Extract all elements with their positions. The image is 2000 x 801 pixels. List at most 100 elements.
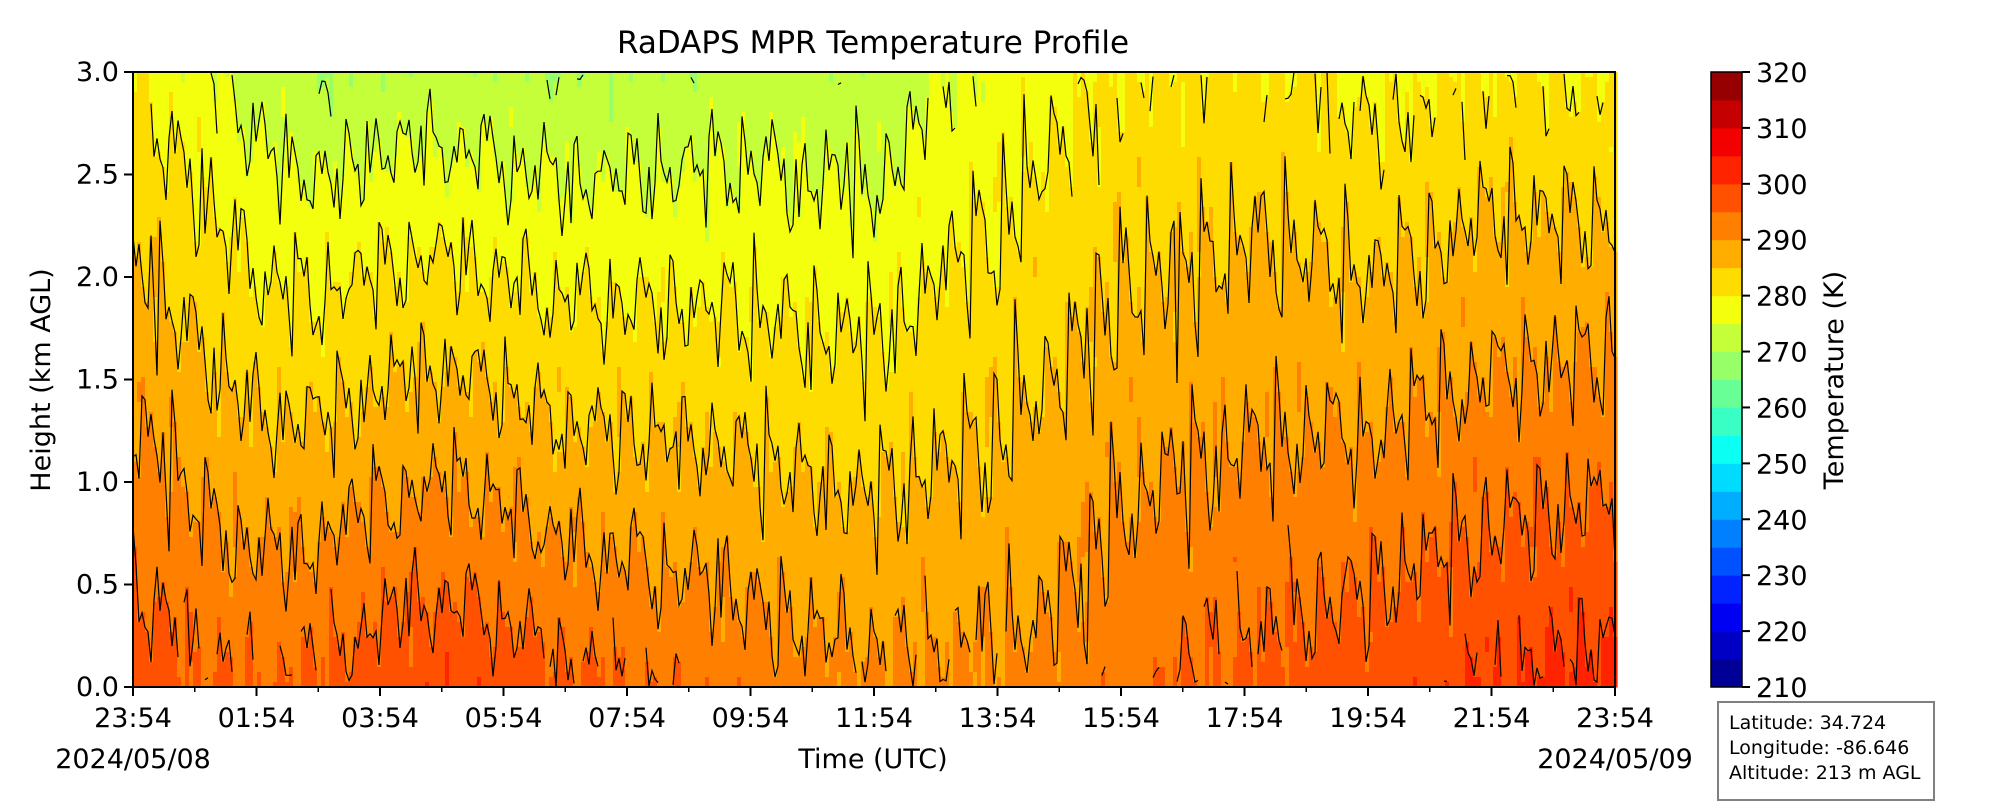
field-cell <box>1585 667 1590 688</box>
field-cell <box>653 677 658 688</box>
field-cell <box>873 307 878 538</box>
field-cell <box>833 637 838 688</box>
field-cell <box>1301 72 1306 283</box>
field-cell <box>161 262 166 433</box>
field-cell <box>1597 122 1602 198</box>
field-cell <box>1085 552 1090 603</box>
field-cell <box>1409 347 1414 583</box>
field-cell <box>1401 422 1406 528</box>
colorbar-bin <box>1711 547 1742 576</box>
field-cell <box>581 72 586 78</box>
field-cell <box>1509 82 1514 138</box>
field-cell <box>221 662 226 688</box>
field-cell <box>305 387 310 563</box>
field-cell <box>493 487 498 648</box>
field-cell <box>425 492 430 613</box>
field-cell <box>833 72 838 158</box>
field-cell <box>1465 72 1470 243</box>
field-cell <box>1165 72 1170 298</box>
field-cell <box>189 297 194 538</box>
field-cell <box>213 72 218 103</box>
field-cell <box>285 572 290 683</box>
field-cell <box>201 72 206 178</box>
field-cell <box>925 507 930 613</box>
field-cell <box>1417 377 1422 623</box>
field-cell <box>297 182 302 273</box>
field-cell <box>581 272 586 448</box>
field-cell <box>1449 232 1454 378</box>
field-cell <box>1021 77 1026 158</box>
field-cell <box>1157 522 1162 668</box>
field-cell <box>425 682 430 688</box>
field-cell <box>509 627 514 688</box>
field-cell <box>281 162 286 298</box>
field-cell <box>1413 397 1418 573</box>
field-cell <box>841 312 846 528</box>
field-cell <box>693 457 698 528</box>
field-cell <box>1605 72 1610 83</box>
field-cell <box>189 612 194 663</box>
field-cell <box>453 432 458 603</box>
field-cell <box>1069 562 1074 688</box>
field-cell <box>453 602 458 688</box>
field-cell <box>653 427 658 588</box>
field-cell <box>545 402 550 528</box>
field-cell <box>1137 187 1142 288</box>
field-cell <box>673 287 678 418</box>
field-cell <box>861 662 866 688</box>
field-cell <box>1077 632 1082 688</box>
field-cell <box>1165 447 1170 688</box>
field-cell <box>1185 267 1190 533</box>
field-cell <box>1273 632 1278 688</box>
field-cell <box>693 327 698 458</box>
field-cell <box>933 72 938 298</box>
field-cell <box>437 587 442 688</box>
field-cell <box>469 152 474 248</box>
field-cell <box>1353 72 1358 108</box>
field-cell <box>357 242 362 438</box>
colorbar-bin <box>1711 491 1742 520</box>
field-cell <box>545 72 550 83</box>
field-cell <box>449 242 454 348</box>
field-cell <box>1425 182 1430 258</box>
field-cell <box>789 487 794 608</box>
field-cell <box>1153 72 1158 268</box>
field-cell <box>781 72 786 148</box>
field-cell <box>773 72 778 138</box>
colorbar-bin <box>1711 239 1742 269</box>
field-cell <box>233 72 238 103</box>
field-cell <box>581 77 586 198</box>
field-cell <box>697 72 702 173</box>
field-cell <box>1565 172 1570 363</box>
field-cell <box>1225 302 1230 443</box>
field-cell <box>505 217 510 268</box>
field-cell <box>1517 502 1522 618</box>
field-cell <box>1181 252 1186 443</box>
field-cell <box>1601 507 1606 638</box>
field-cell <box>1337 277 1342 403</box>
field-cell <box>181 142 186 343</box>
field-cell <box>1089 287 1094 343</box>
field-cell <box>169 427 174 493</box>
field-cell <box>1325 617 1330 688</box>
field-cell <box>281 297 286 443</box>
field-cell <box>829 82 834 153</box>
field-cell <box>573 442 578 518</box>
field-cell <box>581 662 586 688</box>
field-cell <box>757 487 762 583</box>
field-cell <box>1097 257 1102 518</box>
field-cell <box>837 592 842 673</box>
field-cell <box>1317 222 1322 443</box>
field-cell <box>1021 72 1026 78</box>
field-cell <box>549 72 554 103</box>
field-cell <box>1257 72 1262 193</box>
field-cell <box>945 642 950 688</box>
field-cell <box>713 317 718 433</box>
field-cell <box>1541 402 1546 508</box>
field-cell <box>1089 402 1094 493</box>
field-cell <box>545 307 550 403</box>
field-cell <box>845 142 850 298</box>
field-cell <box>593 657 598 688</box>
field-cell <box>1101 672 1106 688</box>
field-cell <box>1137 417 1142 478</box>
